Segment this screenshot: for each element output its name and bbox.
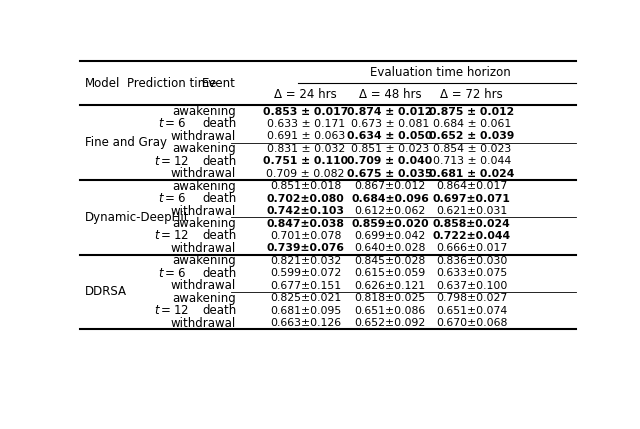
Text: 0.612±0.062: 0.612±0.062 — [355, 206, 426, 216]
Text: 0.847±0.038: 0.847±0.038 — [267, 218, 344, 229]
Text: 0.681 ± 0.024: 0.681 ± 0.024 — [429, 169, 515, 179]
Text: Δ = 48 hrs: Δ = 48 hrs — [358, 88, 421, 100]
Text: 0.640±0.028: 0.640±0.028 — [355, 243, 426, 254]
Text: awakening: awakening — [173, 180, 236, 193]
Text: 0.864±0.017: 0.864±0.017 — [436, 181, 508, 191]
Text: 0.684±0.096: 0.684±0.096 — [351, 193, 429, 204]
Text: 0.670±0.068: 0.670±0.068 — [436, 318, 508, 328]
Text: $t = 6$: $t = 6$ — [158, 267, 186, 280]
Text: withdrawal: withdrawal — [171, 205, 236, 218]
Text: 0.818±0.025: 0.818±0.025 — [355, 293, 426, 303]
Text: 0.663±0.126: 0.663±0.126 — [270, 318, 341, 328]
Text: 0.702±0.080: 0.702±0.080 — [267, 193, 344, 204]
Text: withdrawal: withdrawal — [171, 279, 236, 292]
Text: Δ = 24 hrs: Δ = 24 hrs — [275, 88, 337, 100]
Text: 0.858±0.024: 0.858±0.024 — [433, 218, 511, 229]
Text: death: death — [202, 118, 236, 130]
Text: 0.722±0.044: 0.722±0.044 — [433, 231, 511, 241]
Text: $t = 12$: $t = 12$ — [154, 230, 189, 242]
Text: 0.697±0.071: 0.697±0.071 — [433, 193, 511, 204]
Text: $t = 6$: $t = 6$ — [158, 192, 186, 205]
Text: Fine and Gray: Fine and Gray — [85, 136, 167, 149]
Text: 0.651±0.074: 0.651±0.074 — [436, 305, 508, 316]
Text: 0.874 ± 0.012: 0.874 ± 0.012 — [348, 106, 433, 117]
Text: $t = 12$: $t = 12$ — [154, 304, 189, 317]
Text: 0.684 ± 0.061: 0.684 ± 0.061 — [433, 119, 511, 129]
Text: 0.652 ± 0.039: 0.652 ± 0.039 — [429, 131, 515, 142]
Text: 0.709 ± 0.040: 0.709 ± 0.040 — [348, 156, 433, 166]
Text: 0.691 ± 0.063: 0.691 ± 0.063 — [266, 131, 345, 142]
Text: 0.739±0.076: 0.739±0.076 — [267, 243, 345, 254]
Text: 0.798±0.027: 0.798±0.027 — [436, 293, 508, 303]
Text: withdrawal: withdrawal — [171, 167, 236, 180]
Text: DDRSA: DDRSA — [85, 285, 127, 299]
Text: death: death — [202, 304, 236, 317]
Text: 0.867±0.012: 0.867±0.012 — [355, 181, 426, 191]
Text: Δ = 72 hrs: Δ = 72 hrs — [440, 88, 503, 100]
Text: 0.845±0.028: 0.845±0.028 — [355, 256, 426, 266]
Text: 0.821±0.032: 0.821±0.032 — [270, 256, 341, 266]
Text: 0.699±0.042: 0.699±0.042 — [355, 231, 426, 241]
Text: 0.633 ± 0.171: 0.633 ± 0.171 — [267, 119, 345, 129]
Text: 0.742±0.103: 0.742±0.103 — [267, 206, 345, 216]
Text: 0.853 ± 0.017: 0.853 ± 0.017 — [263, 106, 348, 117]
Text: 0.637±0.100: 0.637±0.100 — [436, 281, 508, 291]
Text: 0.836±0.030: 0.836±0.030 — [436, 256, 508, 266]
Text: death: death — [202, 230, 236, 242]
Text: withdrawal: withdrawal — [171, 317, 236, 329]
Text: 0.681±0.095: 0.681±0.095 — [270, 305, 341, 316]
Text: death: death — [202, 267, 236, 280]
Text: Dynamic-DeepHit: Dynamic-DeepHit — [85, 211, 189, 224]
Text: withdrawal: withdrawal — [171, 242, 236, 255]
Text: awakening: awakening — [173, 105, 236, 118]
Text: death: death — [202, 192, 236, 205]
Text: Prediction time: Prediction time — [127, 77, 216, 90]
Text: 0.851±0.018: 0.851±0.018 — [270, 181, 341, 191]
Text: 0.851 ± 0.023: 0.851 ± 0.023 — [351, 144, 429, 154]
Text: 0.634 ± 0.050: 0.634 ± 0.050 — [348, 131, 433, 142]
Text: 0.713 ± 0.044: 0.713 ± 0.044 — [433, 156, 511, 166]
Text: 0.709 ± 0.082: 0.709 ± 0.082 — [266, 169, 345, 179]
Text: awakening: awakening — [173, 142, 236, 155]
Text: withdrawal: withdrawal — [171, 130, 236, 143]
Text: 0.831 ± 0.032: 0.831 ± 0.032 — [266, 144, 345, 154]
Text: awakening: awakening — [173, 292, 236, 305]
Text: Model: Model — [85, 77, 120, 90]
Text: 0.854 ± 0.023: 0.854 ± 0.023 — [433, 144, 511, 154]
Text: 0.621±0.031: 0.621±0.031 — [436, 206, 508, 216]
Text: 0.875 ± 0.012: 0.875 ± 0.012 — [429, 106, 515, 117]
Text: 0.651±0.086: 0.651±0.086 — [355, 305, 426, 316]
Text: 0.615±0.059: 0.615±0.059 — [355, 268, 426, 278]
Text: 0.599±0.072: 0.599±0.072 — [270, 268, 341, 278]
Text: 0.626±0.121: 0.626±0.121 — [355, 281, 426, 291]
Text: 0.825±0.021: 0.825±0.021 — [270, 293, 341, 303]
Text: 0.751 ± 0.110: 0.751 ± 0.110 — [263, 156, 348, 166]
Text: 0.673 ± 0.081: 0.673 ± 0.081 — [351, 119, 429, 129]
Text: 0.677±0.151: 0.677±0.151 — [270, 281, 341, 291]
Text: 0.675 ± 0.035: 0.675 ± 0.035 — [348, 169, 433, 179]
Text: 0.633±0.075: 0.633±0.075 — [436, 268, 508, 278]
Text: awakening: awakening — [173, 217, 236, 230]
Text: Evaluation time horizon: Evaluation time horizon — [371, 66, 511, 79]
Text: 0.859±0.020: 0.859±0.020 — [351, 218, 429, 229]
Text: 0.666±0.017: 0.666±0.017 — [436, 243, 508, 254]
Text: Event: Event — [202, 77, 236, 90]
Text: death: death — [202, 155, 236, 168]
Text: $t = 6$: $t = 6$ — [158, 118, 186, 130]
Text: 0.701±0.078: 0.701±0.078 — [270, 231, 341, 241]
Text: $t = 12$: $t = 12$ — [154, 155, 189, 168]
Text: awakening: awakening — [173, 254, 236, 267]
Text: 0.652±0.092: 0.652±0.092 — [355, 318, 426, 328]
